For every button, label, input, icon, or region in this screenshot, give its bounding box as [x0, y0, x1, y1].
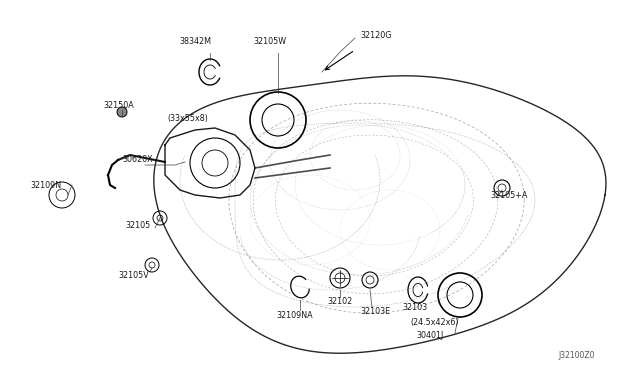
Text: 32103: 32103	[403, 304, 428, 312]
Text: 30620X: 30620X	[122, 155, 152, 164]
Text: 32102: 32102	[328, 298, 353, 307]
Text: 32150A: 32150A	[103, 100, 134, 109]
Text: 38342M: 38342M	[179, 38, 211, 46]
Text: 32105+A: 32105+A	[490, 190, 527, 199]
Text: 32120G: 32120G	[360, 31, 392, 39]
Text: 32105W: 32105W	[253, 38, 287, 46]
Circle shape	[117, 107, 127, 117]
Text: 32105: 32105	[125, 221, 150, 230]
Text: 32109N: 32109N	[30, 180, 61, 189]
Text: (33x55x8): (33x55x8)	[168, 113, 209, 122]
Text: 32103E: 32103E	[360, 308, 390, 317]
Text: (24.5x42x6): (24.5x42x6)	[411, 317, 460, 327]
Text: 30401J: 30401J	[417, 330, 444, 340]
Text: 32105V: 32105V	[118, 270, 148, 279]
Text: 32109NA: 32109NA	[276, 311, 314, 320]
Text: J32100Z0: J32100Z0	[559, 350, 595, 359]
